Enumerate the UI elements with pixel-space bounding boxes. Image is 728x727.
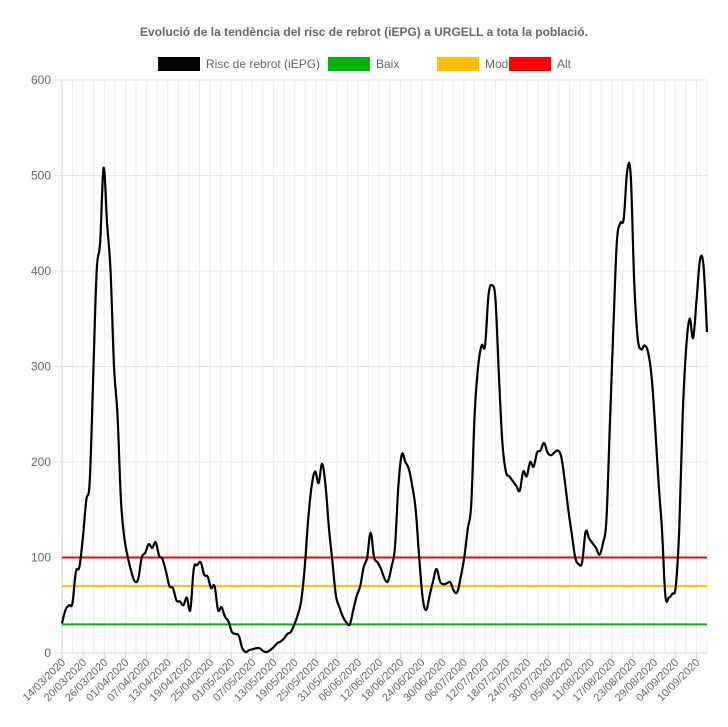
y-tick-label: 600 bbox=[31, 73, 51, 87]
chart-title: Evolució de la tendència del risc de reb… bbox=[140, 25, 588, 39]
legend-label: Alt bbox=[557, 57, 572, 71]
series-lines bbox=[60, 161, 709, 654]
threshold-lines bbox=[62, 556, 707, 626]
legend-item-alt[interactable]: Alt bbox=[509, 57, 572, 71]
legend-item-baix[interactable]: Baix bbox=[328, 57, 399, 71]
legend-swatch bbox=[437, 57, 479, 71]
legend-swatch bbox=[509, 57, 551, 71]
legend: Risc de rebrot (iEPG) Baix Moderat Alt bbox=[158, 57, 572, 71]
y-tick-label: 0 bbox=[44, 646, 51, 660]
grid bbox=[61, 79, 708, 654]
legend-swatch bbox=[328, 57, 370, 71]
y-tick-label: 500 bbox=[31, 169, 51, 183]
series-line-risc-de-rebrot bbox=[60, 161, 709, 654]
legend-label: Risc de rebrot (iEPG) bbox=[206, 57, 320, 71]
x-axis: 14/03/202020/03/202026/03/202001/04/2020… bbox=[21, 80, 707, 704]
legend-label: Baix bbox=[376, 57, 399, 71]
y-axis: 0 100 200 300 400 500 600 bbox=[31, 73, 62, 660]
legend-item-risc-de-rebrot-iepg[interactable]: Risc de rebrot (iEPG) bbox=[158, 57, 320, 71]
legend-swatch bbox=[158, 57, 200, 71]
y-tick-label: 200 bbox=[31, 455, 51, 469]
y-tick-label: 100 bbox=[31, 551, 51, 565]
y-tick-label: 300 bbox=[31, 360, 51, 374]
y-tick-label: 400 bbox=[31, 264, 51, 278]
